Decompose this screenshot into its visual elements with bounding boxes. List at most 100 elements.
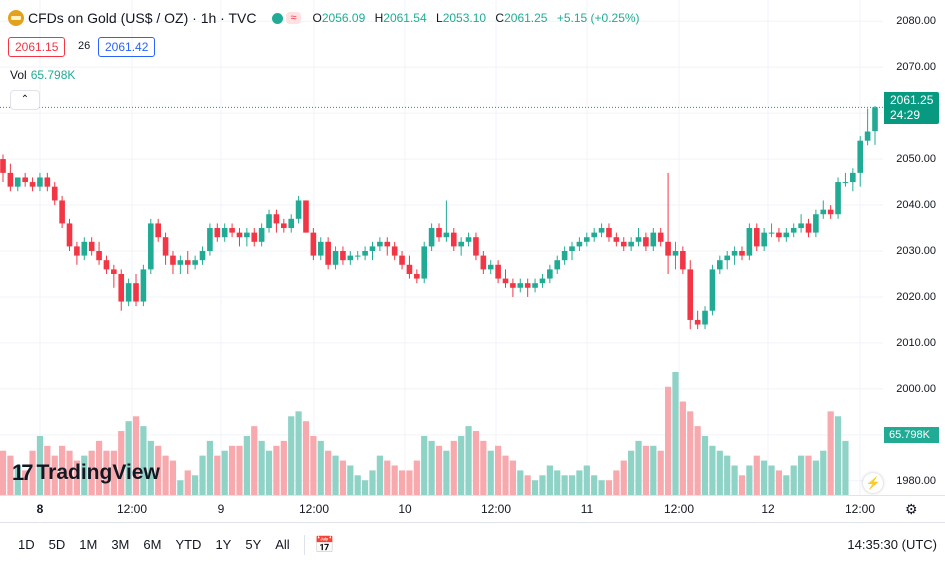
buy-price-button[interactable]: 2061.42 [98, 37, 156, 57]
volume-bar [620, 460, 627, 495]
volume-bar [118, 431, 125, 495]
volume-bar [140, 426, 147, 495]
price-axis-label: 2000.00 [896, 382, 936, 395]
time-axis-label: 8 [36, 502, 44, 516]
candle-body [362, 251, 368, 256]
volume-bar [790, 465, 797, 495]
range-button-3m[interactable]: 3M [111, 536, 130, 552]
volume-bar [7, 455, 14, 495]
volume-bar [554, 470, 561, 495]
time-axis[interactable]: ⚙ 8 12:00 9 12:00 10 12:00 11 12:00 12 12:00 [0, 495, 945, 522]
volume-bar [443, 450, 450, 495]
volume-legend: Vol 65.798K [10, 68, 76, 82]
volume-bar [561, 475, 568, 495]
volume-bar [22, 470, 29, 495]
candle-body [170, 255, 176, 265]
candle-body [813, 214, 819, 233]
volume-bar [391, 465, 398, 495]
volume-bar [591, 475, 598, 495]
volume-bar [184, 470, 191, 495]
candle-body [480, 255, 487, 270]
volume-bar [546, 465, 553, 495]
range-button-ytd[interactable]: YTD [175, 536, 202, 552]
volume-bar [428, 440, 435, 495]
volume-bar [361, 480, 369, 495]
volume-bar [59, 445, 66, 495]
symbol-title[interactable]: CFDs on Gold (US$ / OZ) · 1h · TVC [28, 10, 257, 26]
candle-body [303, 200, 309, 233]
data-wave-icon[interactable]: ≈ [286, 12, 301, 24]
candle-body [310, 232, 317, 256]
price-chart[interactable] [0, 0, 883, 495]
volume-tag: 65.798K [884, 427, 939, 443]
volume-bar [480, 440, 487, 495]
candle-body [450, 232, 457, 247]
candle-body [236, 232, 243, 238]
volume-bar [568, 475, 576, 495]
range-button-1m[interactable]: 1M [79, 536, 98, 552]
volume-bar [576, 470, 583, 495]
candle-body [340, 251, 346, 261]
volume-bar [214, 455, 221, 495]
volume-bar [125, 421, 132, 495]
candle-body [258, 228, 265, 242]
candle-body [155, 223, 161, 238]
volume-bar [354, 475, 361, 495]
candle-body [539, 278, 546, 284]
candle-body [414, 273, 420, 279]
candle-body [850, 172, 856, 183]
candle-body [325, 241, 331, 265]
volume-bar [310, 435, 317, 495]
flash-icon[interactable]: ⚡ [863, 473, 883, 493]
market-open-icon[interactable] [272, 12, 284, 24]
volume-bar [746, 465, 753, 495]
range-button-1d[interactable]: 1D [18, 536, 35, 552]
volume-bar [716, 450, 723, 495]
chevron-up-icon[interactable]: ⌃ [10, 90, 40, 110]
candle-body [724, 255, 731, 261]
time-axis-label: 12:00 [663, 502, 695, 516]
volume-bar [339, 460, 347, 495]
candle-body [14, 177, 21, 187]
price-axis-label: 2010.00 [896, 336, 936, 349]
candle-body [133, 283, 139, 302]
candle-body [7, 172, 14, 187]
volume-bar [221, 450, 228, 495]
volume-bar [657, 450, 664, 495]
price-axis[interactable]: 2080.002070.002060.002050.002040.002030.… [883, 0, 945, 495]
utc-clock[interactable]: 14:35:30 (UTC) [847, 537, 937, 552]
volume-bar [761, 460, 768, 495]
volume-bar [199, 455, 206, 495]
volume-bar [421, 435, 428, 495]
volume-bar [628, 450, 635, 495]
candle-body [184, 260, 191, 265]
gear-icon[interactable]: ⚙ [905, 501, 918, 517]
volume-bar [509, 460, 517, 495]
volume-bar [147, 440, 154, 495]
candle-body [436, 228, 442, 238]
volume-bar [251, 426, 258, 495]
candle-body [517, 283, 524, 288]
volume-bar [842, 440, 849, 495]
range-button-6m[interactable]: 6M [143, 536, 162, 552]
candle-body [88, 241, 95, 251]
volume-bar [672, 372, 679, 495]
range-button-5y[interactable]: 5Y [245, 536, 262, 552]
candle-body [347, 255, 354, 261]
calendar-range-icon[interactable]: 📅 [314, 536, 335, 554]
sell-price-button[interactable]: 2061.15 [8, 37, 66, 57]
candle-body [768, 232, 775, 234]
range-button-1y[interactable]: 1Y [215, 536, 232, 552]
candle-body [81, 241, 88, 256]
range-button-all[interactable]: All [275, 536, 290, 552]
volume-bar [724, 455, 731, 495]
candle-body [495, 264, 501, 279]
candle-body [317, 241, 324, 256]
volume-bar [753, 455, 760, 495]
volume-bar [29, 450, 36, 495]
tradingview-logo[interactable]: 17 TradingView [12, 460, 160, 485]
volume-bar [384, 460, 391, 495]
range-button-5d[interactable]: 5D [48, 536, 66, 552]
volume-bar [635, 440, 642, 495]
candle-body [295, 200, 302, 219]
